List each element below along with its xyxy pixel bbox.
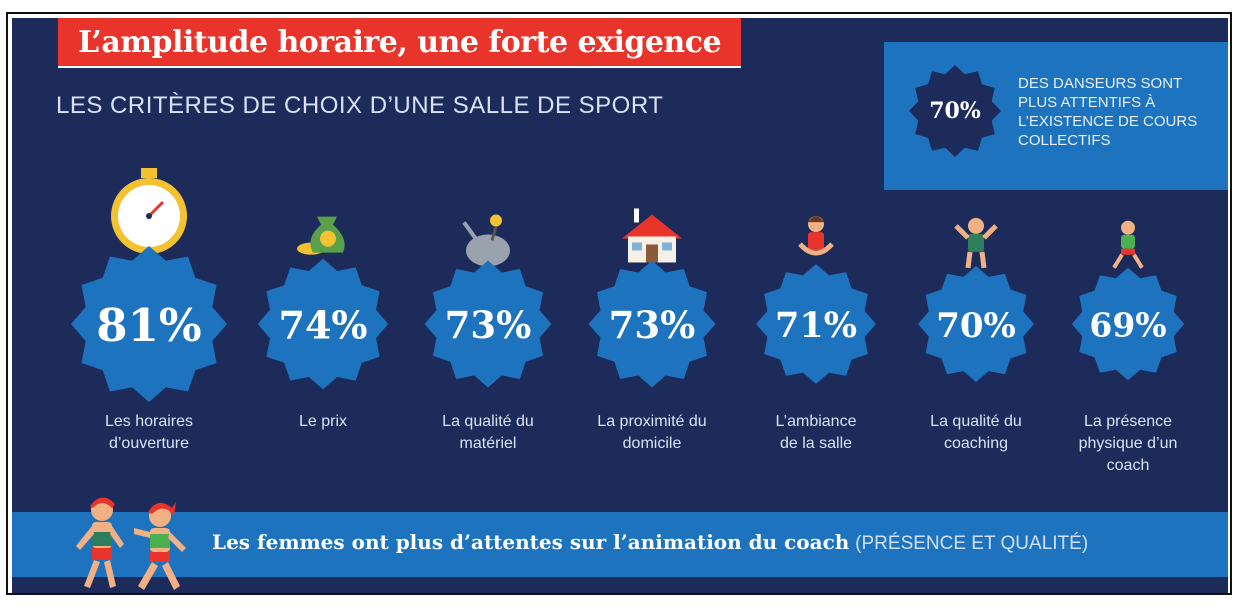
- value-label: 70%: [936, 306, 1016, 346]
- category-label: de la salle: [780, 435, 852, 452]
- footer-light-text: (PRÉSENCE ET QUALITÉ): [855, 533, 1089, 554]
- category-label: La qualité du: [442, 413, 534, 430]
- category-label: La présence: [1084, 413, 1172, 430]
- value-label: 81%: [96, 299, 201, 352]
- value-badge: [756, 264, 876, 384]
- stopwatch-icon: [111, 168, 187, 254]
- value-label: 71%: [775, 305, 857, 346]
- category-label: physique d’un: [1079, 435, 1178, 452]
- chart-subtitle: LES CRITÈRES DE CHOIX D’UNE SALLE DE SPO…: [56, 92, 664, 119]
- category-label: L’ambiance: [776, 413, 857, 430]
- money-bag-icon: [297, 216, 345, 255]
- value-badge: [588, 260, 716, 388]
- value-badge: [1071, 267, 1185, 381]
- value-label: 73%: [609, 303, 696, 347]
- category-label: d’ouverture: [109, 435, 189, 452]
- coach-icon: [954, 217, 998, 269]
- category-label: La proximité du: [597, 413, 706, 430]
- criteria-chart: 81% Les horaires d’ouverture 74% Le prix 73% L…: [71, 168, 1185, 474]
- category-label: coaching: [944, 435, 1008, 452]
- value-badge: [71, 246, 227, 402]
- athlete-icon: [1112, 220, 1144, 269]
- highlight-badge-shape: [909, 65, 1001, 157]
- value-badge: [257, 258, 389, 390]
- value-badge: [424, 260, 552, 388]
- infographic-panel: L’amplitude horaire, une forte exigence …: [12, 18, 1228, 593]
- value-badge: [917, 265, 1035, 383]
- footer-bar: Les femmes ont plus d’attentes sur l’ani…: [12, 512, 1228, 577]
- category-label: domicile: [623, 435, 682, 452]
- footer-bold-text: Les femmes ont plus d’attentes sur l’ani…: [212, 530, 850, 554]
- category-label: Les horaires: [105, 413, 193, 430]
- women-coach-illustration-icon: [76, 497, 186, 590]
- highlight-badge: 70%: [908, 64, 1002, 158]
- value-label: 73%: [445, 303, 532, 347]
- highlight-value: 70%: [929, 98, 981, 124]
- highlight-text: DES DANSEURS SONT PLUS ATTENTIFS À L’EXI…: [1018, 75, 1198, 149]
- category-label: matériel: [460, 435, 517, 452]
- title-banner: L’amplitude horaire, une forte exigence: [58, 18, 742, 68]
- infographic-frame: L’amplitude horaire, une forte exigence …: [6, 12, 1232, 595]
- value-label: 74%: [279, 302, 368, 347]
- category-label: Le prix: [299, 413, 347, 430]
- page-title: L’amplitude horaire, une forte exigence: [78, 24, 722, 60]
- highlight-box: 70% DES DANSEURS SONT PLUS ATTENTIFS À L…: [884, 42, 1228, 190]
- dumbbell-icon: [462, 214, 510, 267]
- footer-text: Les femmes ont plus d’attentes sur l’ani…: [212, 530, 1088, 555]
- value-label: 69%: [1089, 305, 1166, 344]
- house-icon: [622, 208, 682, 263]
- dancer-icon: [798, 216, 834, 256]
- category-label: La qualité du: [930, 413, 1022, 430]
- category-label: coach: [1107, 457, 1150, 474]
